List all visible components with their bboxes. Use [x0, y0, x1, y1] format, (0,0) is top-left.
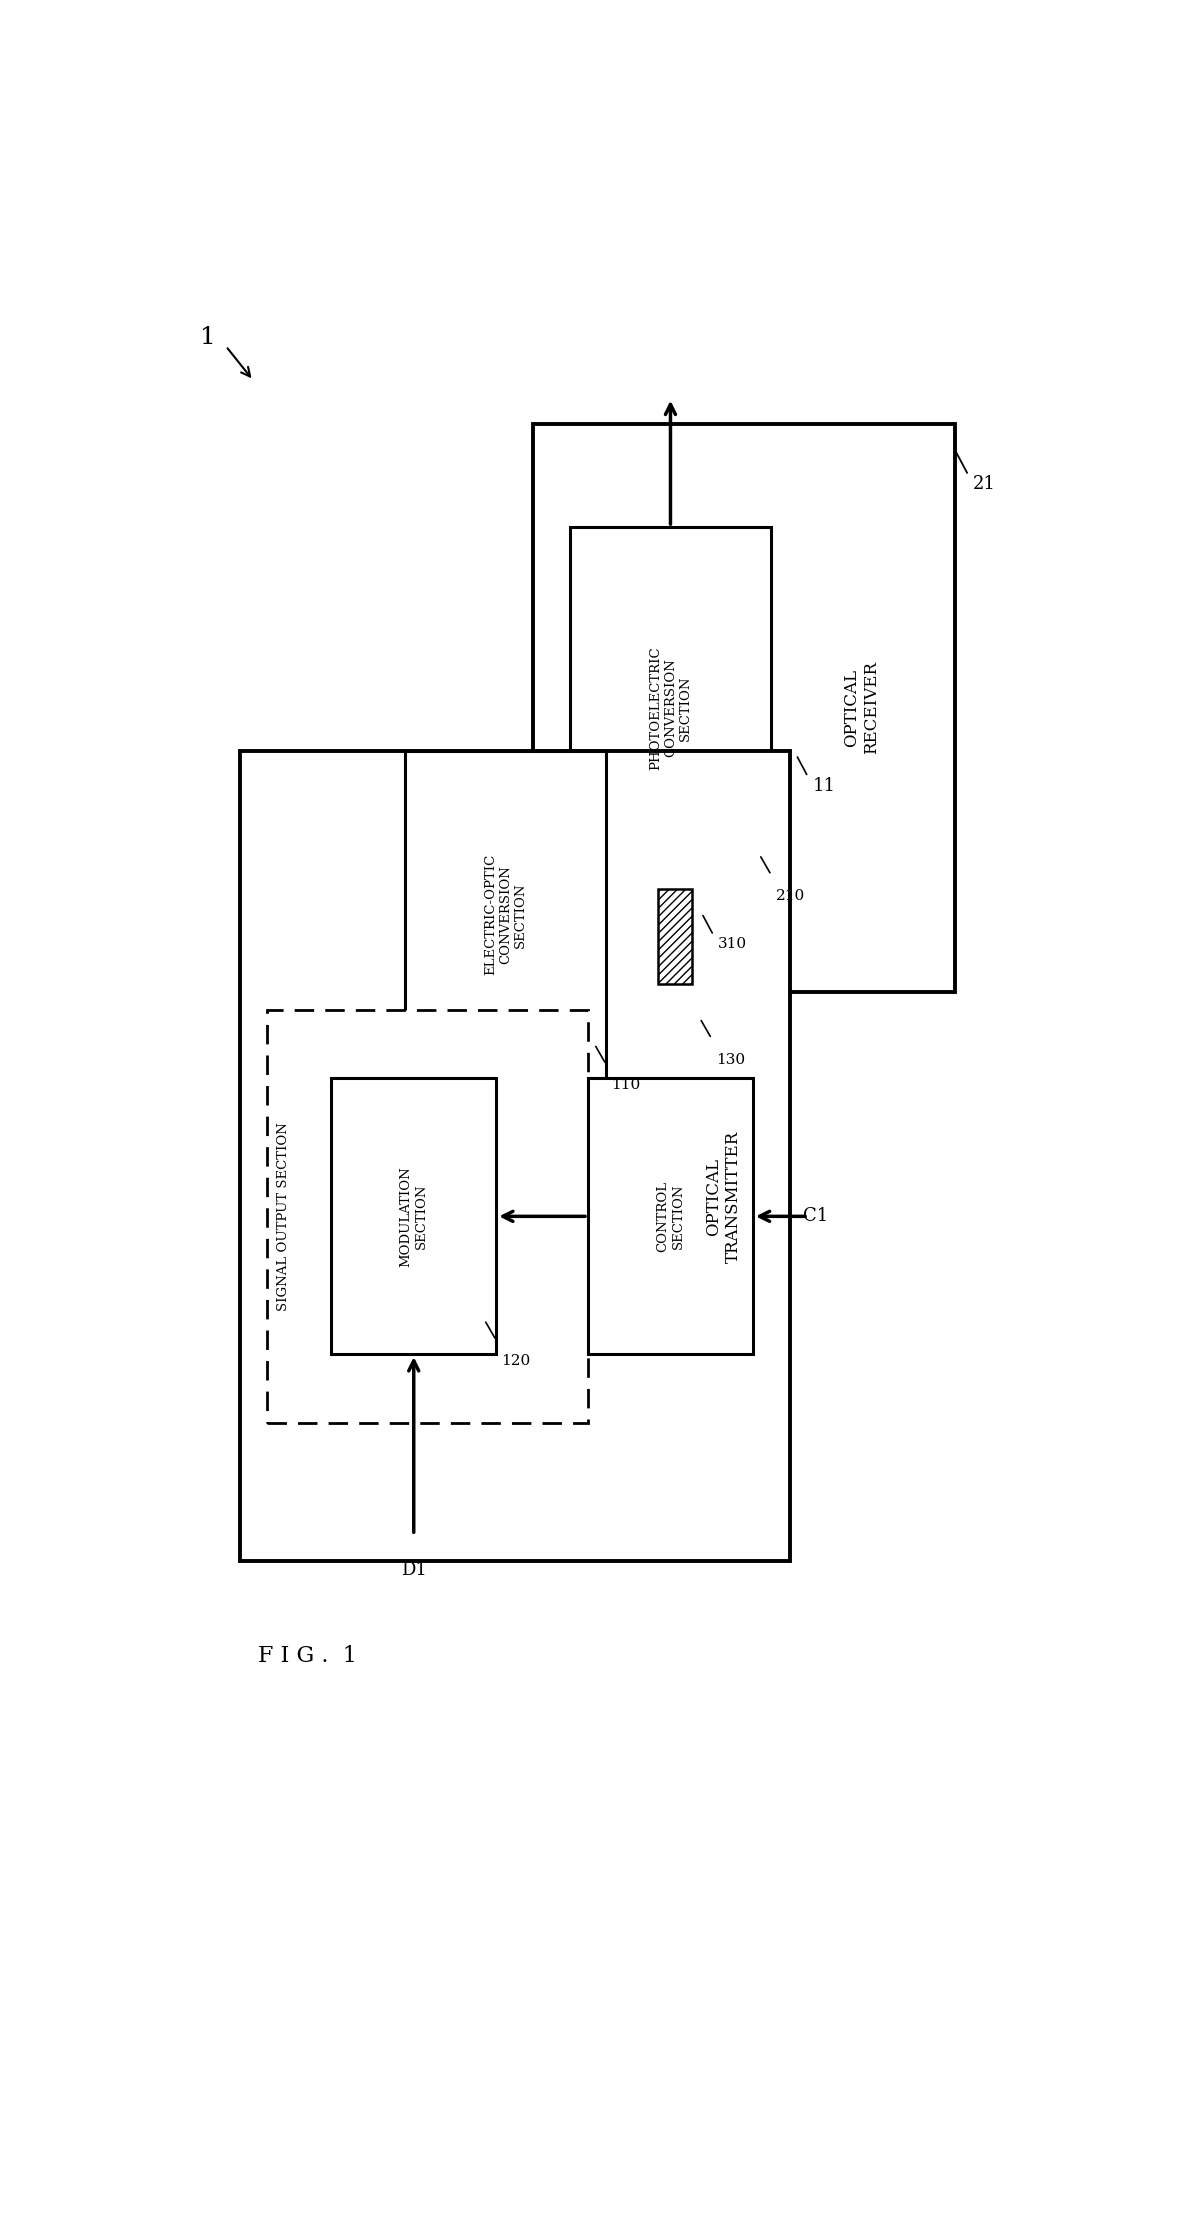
Text: 21: 21 [972, 474, 996, 492]
Bar [588, 1079, 752, 1354]
Text: OPTICAL
RECEIVER: OPTICAL RECEIVER [843, 662, 880, 754]
Text: 210: 210 [776, 888, 806, 902]
Text: ELECTRIC-OPTIC
CONVERSION
SECTION: ELECTRIC-OPTIC CONVERSION SECTION [484, 855, 526, 976]
Bar [331, 1079, 497, 1354]
Bar [239, 752, 790, 1562]
Text: C1: C1 [803, 1206, 828, 1226]
Bar [532, 423, 955, 991]
Text: 110: 110 [610, 1079, 640, 1092]
Text: MODULATION
SECTION: MODULATION SECTION [400, 1166, 428, 1267]
Text: OPTICAL
TRANSMITTER: OPTICAL TRANSMITTER [705, 1130, 742, 1262]
Text: 11: 11 [813, 777, 835, 794]
Text: PHOTOELECTRIC
CONVERSION
SECTION: PHOTOELECTRIC CONVERSION SECTION [649, 647, 692, 770]
Bar [405, 752, 606, 1079]
Text: F I G .  1: F I G . 1 [258, 1645, 357, 1667]
Bar [267, 1009, 588, 1423]
Bar [570, 528, 771, 888]
Text: 1: 1 [200, 327, 215, 349]
Bar [658, 888, 692, 985]
Text: 310: 310 [718, 938, 748, 951]
Text: D1: D1 [401, 1560, 427, 1578]
Text: CONTROL
SECTION: CONTROL SECTION [657, 1182, 685, 1251]
Text: 130: 130 [717, 1052, 745, 1068]
Text: SIGNAL OUTPUT SECTION: SIGNAL OUTPUT SECTION [277, 1121, 290, 1311]
Text: 120: 120 [500, 1354, 530, 1367]
